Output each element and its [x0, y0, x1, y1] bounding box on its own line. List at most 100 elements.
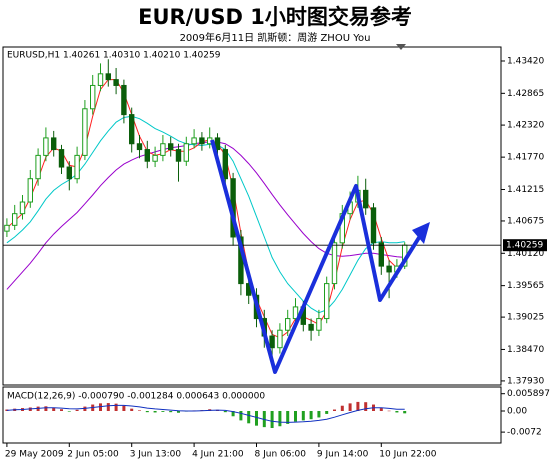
macd-bar: [309, 410, 313, 420]
macd-bar: [333, 409, 336, 411]
macd-bar: [403, 410, 407, 414]
macd-bar: [387, 410, 391, 412]
candle-body: [82, 108, 88, 156]
candle-body: [386, 265, 392, 273]
candle-body: [308, 323, 314, 331]
macd-bar: [52, 407, 56, 411]
macd-label: MACD(12,26,9) -0.000790 -0.001284 0.0006…: [7, 392, 265, 402]
y-tick-label: 1.42320: [507, 121, 544, 131]
price-frame: [2, 46, 502, 386]
macd-bar: [106, 403, 110, 411]
x-tick-label: 3 Jun 13:00: [130, 450, 182, 460]
macd-bar: [325, 410, 329, 414]
y-tick-label: 1.43420: [507, 56, 544, 66]
macd-bar: [239, 410, 243, 421]
macd-bar: [99, 403, 102, 411]
y-tick-label: 1.39025: [507, 313, 544, 323]
candle-body: [222, 149, 229, 180]
macd-bar: [286, 410, 290, 424]
macd-bar: [395, 410, 399, 413]
candle-body: [129, 114, 135, 145]
candle-body: [66, 166, 72, 180]
macd-bar: [340, 405, 344, 411]
macd-bar: [177, 410, 180, 413]
macd-bar: [379, 408, 383, 411]
macd-bar: [122, 405, 126, 411]
macd-bar: [114, 403, 118, 411]
macd-bar: [138, 410, 141, 411]
macd-bar: [67, 410, 71, 412]
macd-bar: [356, 401, 360, 411]
x-tick-label: 10 Jun 22:00: [379, 450, 436, 460]
candle-body: [27, 178, 34, 203]
macd-bar: [130, 408, 134, 411]
y-tick-label: 1.41215: [507, 185, 544, 195]
macd-bar: [255, 410, 258, 426]
macd-bar: [161, 410, 165, 412]
macd-bar: [270, 410, 274, 429]
macd-bar: [231, 410, 235, 417]
y-tick-label: 1.38470: [507, 345, 544, 355]
macd-bar: [223, 410, 227, 413]
moving-average: [6, 79, 406, 339]
candle-body: [43, 137, 49, 156]
shift-marker: [396, 44, 406, 50]
x-tick-label: 2 Jun 05:00: [67, 450, 119, 460]
candle-body: [199, 137, 205, 145]
candle-body: [370, 207, 377, 244]
macd-bar: [60, 409, 63, 411]
candle-body: [214, 137, 221, 151]
macd-bar: [317, 410, 321, 418]
y-tick-label: -0.0072: [507, 428, 542, 438]
x-tick-label: 8 Jun 06:00: [255, 450, 307, 460]
candle-body: [90, 84, 96, 110]
last-price-label: 1.40259: [506, 241, 543, 251]
candle-body: [58, 149, 65, 168]
y-tick-label: 0.00: [507, 406, 527, 416]
moving-average: [6, 115, 405, 314]
moving-average: [6, 141, 405, 290]
macd-bar: [348, 403, 352, 411]
x-tick-label: 29 May 2009: [5, 450, 64, 460]
candle-body: [105, 73, 111, 81]
x-tick-label: 4 Jun 21:00: [192, 450, 244, 460]
y-tick-label: 1.42865: [507, 89, 544, 99]
candle-body: [152, 154, 158, 162]
candle-body: [4, 224, 10, 232]
candle-body: [168, 143, 174, 151]
candle-body: [269, 335, 275, 349]
candle-body: [74, 154, 80, 180]
candle-body: [160, 143, 166, 156]
macd-signal: [6, 404, 405, 423]
candle-body: [191, 137, 197, 145]
macd-bar: [169, 410, 173, 413]
trend-zigzag: [210, 139, 422, 374]
macd-bar: [145, 410, 149, 413]
y-tick-label: 1.39565: [507, 281, 544, 291]
candle-body: [121, 84, 127, 116]
candle-body: [19, 201, 26, 215]
y-tick-label: 1.41770: [507, 153, 544, 163]
macd-bar: [44, 406, 48, 411]
candle-body: [324, 283, 330, 320]
macd-bar: [364, 402, 368, 411]
candle-body: [183, 143, 190, 162]
candle-body: [363, 189, 369, 209]
y-tick-label: 1.40120: [507, 249, 544, 259]
candle-body: [144, 149, 151, 162]
trend-arrowhead: [412, 222, 430, 244]
candle-body: [136, 143, 143, 151]
candle-body: [285, 318, 291, 331]
macd-bar: [294, 410, 297, 422]
candle-body: [97, 73, 104, 86]
y-tick-label: 1.37930: [507, 376, 544, 386]
macd-frame: [2, 386, 502, 444]
candle-body: [316, 318, 322, 331]
macd-bar: [75, 409, 79, 411]
price-label: EURUSD,H1 1.40261 1.40310 1.40210 1.4025…: [7, 51, 221, 61]
candle-body: [331, 242, 338, 285]
candle-body: [12, 213, 18, 226]
macd-bar: [278, 410, 282, 427]
page-title: EUR/USD 1小时图交易参考: [138, 5, 412, 29]
